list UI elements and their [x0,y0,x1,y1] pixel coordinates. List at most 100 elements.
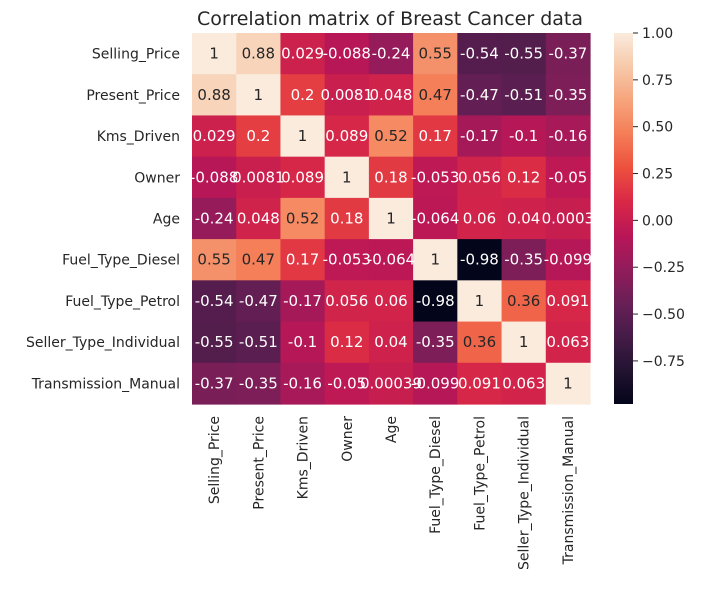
heatmap-cell-fuel-type-petrol-transmission-manual [545,280,591,323]
cell-value-label: -0.1 [509,127,538,145]
cell-value-label: 0.048 [237,210,280,228]
column-tick-labels: Selling_Price Present_Price Kms_Driven Owne… [207,416,577,570]
row-tick-label: Owner [134,170,180,186]
cell-value-label: 0.17 [419,127,452,145]
heatmap-cell-fuel-type-petrol-present-price [236,280,282,323]
heatmap-cell-kms-driven-kms-driven [280,115,326,158]
heatmap-cell-owner-fuel-type-diesel [413,156,458,199]
cell-value-label: -0.98 [460,251,499,269]
cell-value-label: 0.089 [281,168,324,186]
cell-value-label: -0.47 [460,86,499,104]
cell-value-label: 0.091 [546,292,589,310]
cell-value-label: -0.053 [323,251,371,269]
heatmap-cell-fuel-type-diesel-owner [324,239,370,281]
row-tick-label: Present_Price [86,88,180,104]
heatmap-cell-selling-price-age [368,33,414,75]
cell-value-label: 1 [563,374,573,392]
heatmap-cell-fuel-type-diesel-seller-type-individual [501,239,547,281]
cell-value-label: 0.2 [291,86,315,104]
heatmap-cell-fuel-type-petrol-seller-type-individual [501,280,547,323]
cell-value-label: -0.17 [460,127,499,145]
cell-value-label: -0.35 [548,86,587,104]
heatmap-cell-kms-driven-selling-price [192,115,237,158]
heatmap-cell-seller-type-individual-fuel-type-diesel [413,321,458,364]
heatmap-cell-age-transmission-manual [545,197,591,240]
heatmap-cell-fuel-type-petrol-fuel-type-diesel [413,280,458,323]
column-tick-label: Kms_Driven [296,416,312,499]
cell-value-label: -0.17 [283,292,322,310]
heatmap-cell-present-price-transmission-manual [545,74,591,117]
heatmap-cell-selling-price-kms-driven [280,33,326,75]
heatmap-cell-kms-driven-seller-type-individual [501,115,547,158]
cell-value-label: 0.47 [419,86,452,104]
heatmap-cell-transmission-manual-owner [324,362,370,405]
heatmap-cell-selling-price-present-price [236,33,282,75]
heatmap-cell-fuel-type-diesel-age [368,239,414,281]
heatmap-cell-present-price-owner [324,74,370,117]
cell-value-label: -0.51 [239,333,278,351]
cell-value-label: 0.36 [507,292,540,310]
row-tick-labels: Selling_Price Present_Price Kms_Driven Owne… [26,47,180,393]
cell-value-label: 0.056 [458,168,501,186]
cell-value-label: 1 [209,45,219,63]
cell-value-label: -0.088 [190,168,238,186]
heatmap-cell-fuel-type-diesel-fuel-type-diesel [413,239,458,281]
cell-value-label: 0.2 [246,127,270,145]
cell-value-label: -0.05 [327,374,366,392]
cell-value-label: 0.048 [370,86,413,104]
cell-value-label: -0.064 [411,210,459,228]
heatmap-cell-owner-fuel-type-petrol [457,156,503,199]
cell-value-label: -0.24 [195,210,234,228]
heatmap-cell-selling-price-seller-type-individual [501,33,547,75]
heatmap-cell-kms-driven-present-price [236,115,282,158]
heatmap-cell-selling-price-fuel-type-diesel [413,33,458,75]
row-tick-label: Seller_Type_Individual [26,335,180,351]
chart-title: Correlation matrix of Breast Cancer data [197,8,583,30]
heatmap-cell-age-selling-price [192,197,237,240]
column-tick-label: Present_Price [251,416,267,510]
cell-value-label: 0.12 [507,168,540,186]
heatmap-cell-fuel-type-diesel-selling-price [192,239,237,281]
heatmap-cell-fuel-type-petrol-kms-driven [280,280,326,323]
heatmap-cell-selling-price-fuel-type-petrol [457,33,503,75]
cell-value-label: -0.05 [548,168,587,186]
heatmap-cell-fuel-type-petrol-age [368,280,414,323]
heatmap-cell-age-fuel-type-petrol [457,197,503,240]
heatmap-cell-transmission-manual-fuel-type-petrol [457,362,503,405]
cell-value-label: 0.089 [325,127,368,145]
column-tick-label: Owner [340,416,356,462]
heatmap-cell-kms-driven-age [368,115,414,158]
cell-value-label: 0.47 [242,251,275,269]
heatmap-cell-seller-type-individual-present-price [236,321,282,364]
cell-value-label: -0.16 [548,127,587,145]
cell-value-label: -0.064 [367,251,415,269]
heatmap-cell-transmission-manual-fuel-type-diesel [413,362,458,405]
cell-value-label: -0.16 [283,374,322,392]
heatmap-cell-fuel-type-petrol-selling-price [192,280,237,323]
colorbar [614,33,633,404]
cell-value-label: 0.17 [286,251,319,269]
cell-value-label: 0.056 [325,292,368,310]
heatmap-cell-transmission-manual-selling-price [192,362,237,405]
heatmap-cell-transmission-manual-kms-driven [280,362,326,405]
cell-value-label: -0.98 [416,292,455,310]
heatmap-cell-age-present-price [236,197,282,240]
cell-value-label: 0.0003 [542,210,595,228]
heatmap-cell-present-price-seller-type-individual [501,74,547,117]
cell-value-label: 0.0081 [232,168,285,186]
heatmap-cell-age-kms-driven [280,197,326,240]
row-tick-label: Age [153,212,180,228]
cell-value-label: -0.51 [504,86,543,104]
cell-value-label: -0.37 [195,374,234,392]
cell-value-label: 1 [298,127,308,145]
heatmap-cell-seller-type-individual-owner [324,321,370,364]
heatmap-cell-present-price-selling-price [192,74,237,117]
cell-value-label: 0.063 [546,333,589,351]
heatmap-cell-owner-owner [324,156,370,199]
cell-value-label: -0.099 [411,374,459,392]
cell-value-label: 0.18 [374,168,407,186]
cell-value-label: 0.52 [286,210,319,228]
cell-value-label: 0.04 [374,333,407,351]
heatmap-cell-seller-type-individual-fuel-type-petrol [457,321,503,364]
